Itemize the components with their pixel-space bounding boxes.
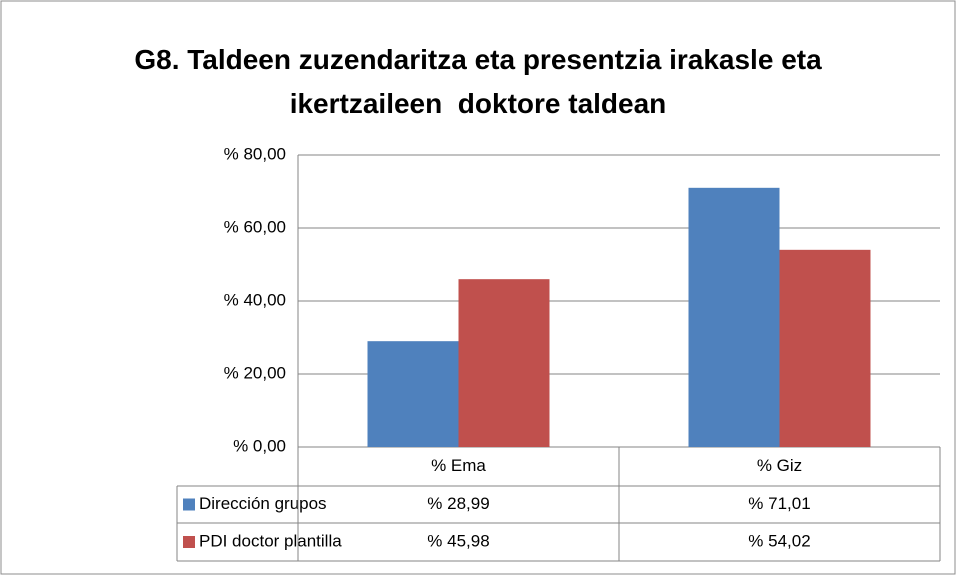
legend-label: PDI doctor plantilla bbox=[199, 531, 342, 550]
data-table-value: % 45,98 bbox=[427, 531, 489, 550]
y-tick-label: % 20,00 bbox=[224, 363, 286, 382]
legend-key bbox=[183, 498, 195, 511]
bar bbox=[779, 249, 871, 447]
y-tick-label: % 40,00 bbox=[224, 290, 286, 309]
legend-key bbox=[183, 536, 195, 548]
legend-label: Dirección grupos bbox=[199, 494, 327, 513]
bar bbox=[688, 187, 780, 447]
data-table-value: % 28,99 bbox=[427, 494, 489, 513]
chart-title: G8. Taldeen zuzendaritza eta presentzia … bbox=[134, 44, 830, 119]
bar bbox=[458, 279, 550, 447]
x-tick-label: % Ema bbox=[431, 456, 486, 475]
y-tick-label: % 0,00 bbox=[233, 436, 286, 455]
data-table-value: % 71,01 bbox=[748, 494, 810, 513]
y-tick-label: % 60,00 bbox=[224, 217, 286, 236]
y-tick-label: % 80,00 bbox=[224, 144, 286, 163]
x-tick-label: % Giz bbox=[757, 456, 802, 475]
data-table-value: % 54,02 bbox=[748, 531, 810, 550]
bar bbox=[367, 341, 459, 447]
